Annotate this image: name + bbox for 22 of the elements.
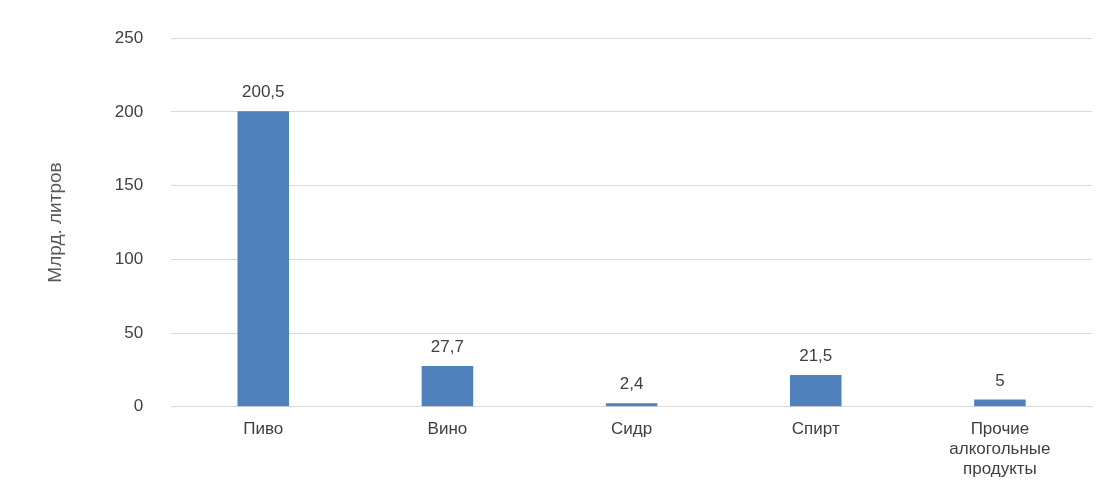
data-label: 5 [995,370,1005,390]
y-tick-label: 50 [124,322,144,342]
y-tick-label: 0 [133,396,144,416]
y-axis-title: Млрд. литров [43,162,65,283]
y-tick-label: 200 [114,101,144,121]
x-tick-label: Прочие алкогольные продукты [949,418,1051,479]
bar [421,365,474,407]
data-label: 2,4 [619,374,644,394]
x-tick-label: Спирт [791,418,840,438]
y-tick-label: 250 [114,27,144,47]
y-tick-label: 150 [114,175,144,195]
data-label: 200,5 [241,82,285,102]
bar [237,111,290,407]
bar [605,403,658,407]
x-tick-label: Вино [427,418,468,438]
bar [974,399,1026,407]
y-tick-label: 100 [114,249,144,269]
data-label: 21,5 [799,346,833,366]
bar [789,375,842,407]
data-label: 27,7 [430,337,464,357]
x-tick-label: Сидр [611,418,653,438]
x-tick-label: Пиво [243,418,284,438]
